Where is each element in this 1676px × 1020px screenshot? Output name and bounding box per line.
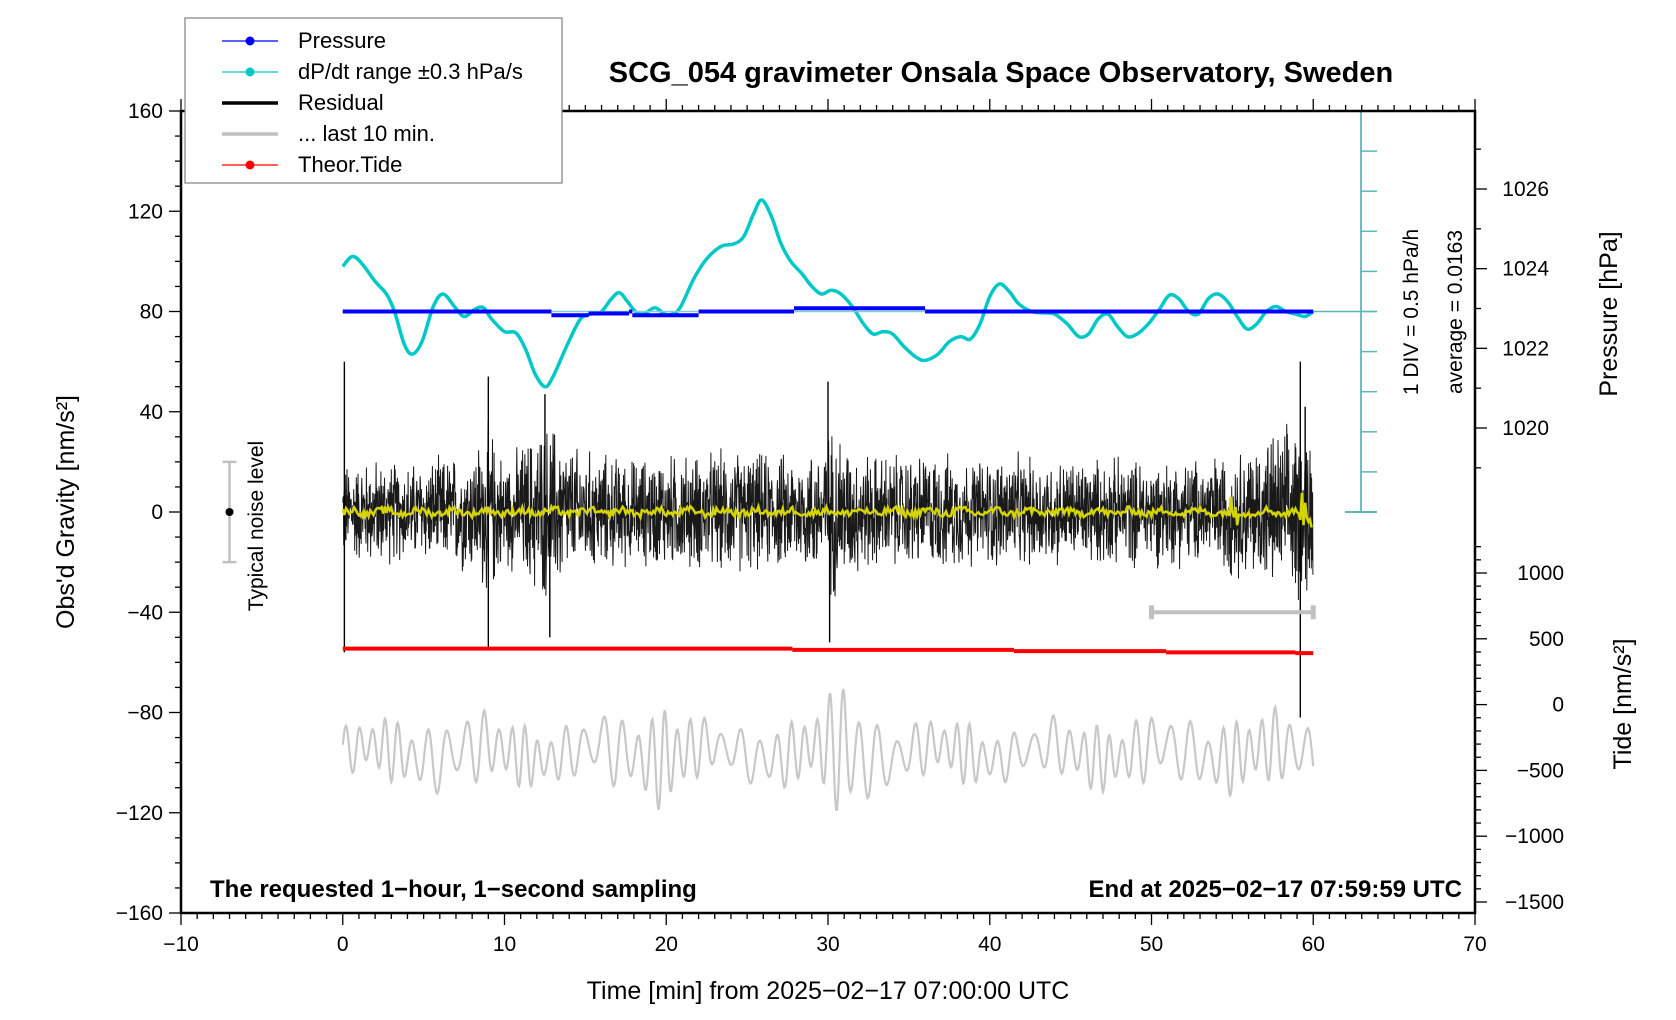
y-left-tick-label: −160 xyxy=(116,902,163,925)
legend-marker-1 xyxy=(245,67,255,77)
smoothed-residual-line xyxy=(341,492,1313,528)
dpdt-scale-label: 1 DIV = 0.5 hPa/h xyxy=(1400,229,1423,395)
y-left-tick-label: −120 xyxy=(116,802,163,825)
residual-line xyxy=(342,420,1314,601)
x-tick-label: 70 xyxy=(1463,933,1486,956)
noise-level-center xyxy=(225,508,234,516)
pressure-tick-label: 1026 xyxy=(1502,178,1549,201)
legend-marker-0 xyxy=(245,36,255,46)
y-left-tick-label: 120 xyxy=(128,200,163,223)
legend-label-residual: Residual xyxy=(298,90,384,115)
y-left-tick-label: −80 xyxy=(127,702,163,725)
x-axis-title: Time [min] from 2025−02−17 07:00:00 UTC xyxy=(587,977,1070,1005)
x-tick-label: −10 xyxy=(163,933,199,956)
pressure-axis-title: Pressure [hPa] xyxy=(1595,231,1623,396)
pressure-axis-tick-labels: 1026 1024 1022 1020 xyxy=(1502,178,1549,440)
y-left-tick-label: 40 xyxy=(140,401,163,424)
tide-tick-label: 0 xyxy=(1552,694,1564,717)
sampling-annotation: The requested 1−hour, 1−second sampling xyxy=(210,876,697,903)
x-tick-label: 40 xyxy=(978,933,1001,956)
dpdt-average-label: average = 0.0163 xyxy=(1444,230,1467,394)
pressure-tick-label: 1020 xyxy=(1502,417,1549,440)
tide-tick-label: 1000 xyxy=(1517,562,1564,585)
tide-axis-title: Tide [nm/s²] xyxy=(1609,638,1637,769)
tide-tick-label: −1500 xyxy=(1505,891,1564,914)
pressure-tick-label: 1022 xyxy=(1502,337,1549,360)
end-time-annotation: End at 2025−02−17 07:59:59 UTC xyxy=(1088,876,1462,903)
legend-label-tide: Theor.Tide xyxy=(298,152,402,177)
tide-axis-tick-labels: 1000 500 0 −500 −1000 −1500 xyxy=(1505,562,1564,914)
x-tick-label: 20 xyxy=(655,933,678,956)
pressure-tick-label: 1024 xyxy=(1502,258,1549,281)
legend-box xyxy=(184,17,563,184)
legend: Pressure dP/dt range ±0.3 hPa/s Residual… xyxy=(184,17,563,184)
noise-level-label: Typical noise level xyxy=(245,441,268,611)
x-tick-label: 10 xyxy=(493,933,516,956)
x-tick-label: 30 xyxy=(816,933,839,956)
x-axis-tick-labels: −10 0 10 20 30 40 50 60 70 xyxy=(163,933,1486,956)
tide-tick-label: −500 xyxy=(1517,759,1564,782)
y-left-tick-label: −40 xyxy=(127,601,163,624)
tide-residual-line xyxy=(341,688,1315,812)
x-tick-label: 60 xyxy=(1302,933,1325,956)
left-axis-tick-labels: 160 120 80 40 0 −40 −80 −120 −160 xyxy=(116,100,163,925)
tide-tick-label: −1000 xyxy=(1505,825,1564,848)
left-axis-title-text: Obs'd Gravity [nm/s²] xyxy=(52,395,80,629)
left-axis-title: Obs'd Gravity [nm/s²] xyxy=(52,395,80,629)
y-left-tick-label: 0 xyxy=(151,501,163,524)
legend-label-pressure: Pressure xyxy=(298,28,386,53)
y-left-tick-label: 80 xyxy=(140,301,163,324)
tide-tick-label: 500 xyxy=(1529,628,1564,651)
axis-ticks xyxy=(169,99,1487,925)
plot-area xyxy=(222,110,1377,812)
x-tick-label: 50 xyxy=(1140,933,1163,956)
legend-marker-4 xyxy=(245,160,255,170)
x-tick-label: 0 xyxy=(337,933,349,956)
chart-title: SCG_054 gravimeter Onsala Space Observat… xyxy=(609,57,1393,89)
y-left-tick-label: 160 xyxy=(128,100,163,123)
legend-label-last10: ... last 10 min. xyxy=(298,121,435,146)
legend-label-dpdt: dP/dt range ±0.3 hPa/s xyxy=(298,59,523,84)
dpdt-line xyxy=(341,198,1315,389)
